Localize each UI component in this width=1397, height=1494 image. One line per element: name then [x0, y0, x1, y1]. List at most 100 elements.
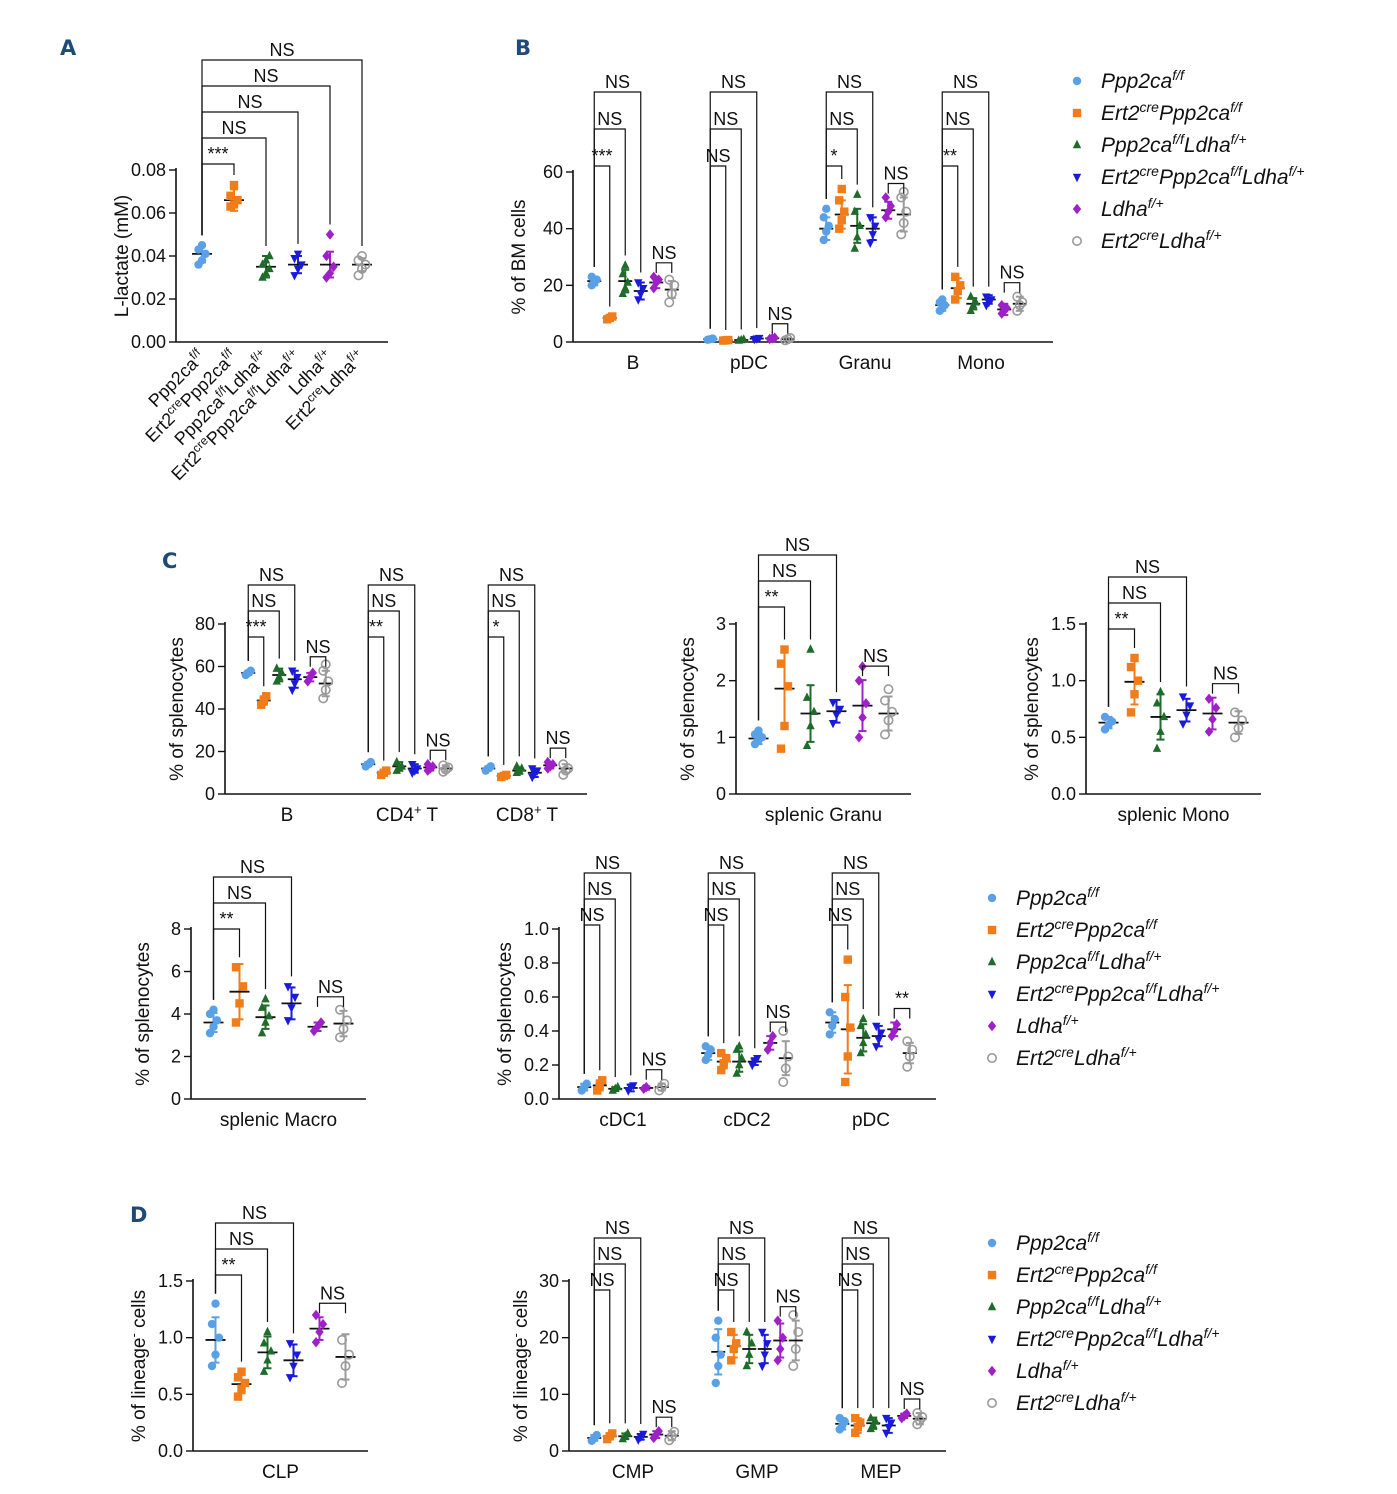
data-group — [229, 963, 250, 1027]
significance-bracket — [583, 872, 632, 1076]
data-group — [701, 1042, 716, 1065]
data-point — [649, 271, 658, 283]
legend-entry: Ppp2caf/fLdhaf/+ — [1016, 948, 1162, 974]
data-point — [316, 1017, 326, 1028]
data-point — [835, 1413, 844, 1423]
legend-marker — [987, 1301, 997, 1311]
y-axis-title: % of splenocytes — [678, 637, 699, 781]
significance-label: NS — [240, 857, 265, 877]
data-group — [856, 1013, 871, 1057]
y-axis-title-text: % of lineage — [129, 1338, 150, 1443]
data-point — [987, 296, 996, 305]
data-point — [560, 765, 571, 776]
data-point — [896, 192, 907, 203]
y-tick-label: 10 — [539, 1384, 559, 1404]
legend-pre: Ert2 — [1016, 983, 1055, 1006]
data-point — [1178, 693, 1188, 702]
data-point — [841, 992, 850, 1002]
data-point — [871, 222, 880, 232]
data-point — [197, 241, 207, 250]
data-point — [329, 261, 338, 272]
data-point — [717, 1048, 726, 1058]
data-point — [855, 220, 864, 230]
data-point — [902, 1036, 913, 1047]
data-point — [745, 1349, 754, 1358]
y-tick-label: 1 — [716, 727, 726, 747]
data-group — [618, 260, 633, 298]
significance-label: NS — [953, 72, 978, 92]
data-point — [238, 982, 248, 991]
y-axis-title-text: cells — [129, 1290, 150, 1333]
y-tick-label: 0.04 — [131, 246, 166, 266]
data-point — [311, 1309, 321, 1321]
data-point — [1017, 297, 1028, 308]
data-point — [854, 675, 864, 686]
data-point — [212, 1016, 222, 1025]
legend-pre: Ert2 — [1016, 1328, 1055, 1351]
data-point — [887, 1419, 896, 1428]
y-tick-label: 0.5 — [1051, 727, 1076, 747]
data-point — [861, 698, 871, 709]
data-point — [1156, 726, 1165, 735]
y-tick-label: 30 — [539, 1271, 559, 1291]
significance-label: NS — [1135, 557, 1160, 577]
data-point — [1208, 714, 1217, 725]
data-point — [209, 1005, 218, 1014]
legend-entry: Ppp2caf/fLdhaf/+ — [1101, 131, 1247, 157]
legend-main: Ldha — [1159, 230, 1206, 253]
y-tick-label: 0.2 — [524, 1055, 549, 1075]
category-label-sup: + — [534, 802, 542, 817]
data-point — [275, 671, 284, 681]
data-group — [623, 1082, 638, 1096]
data-point — [708, 334, 717, 343]
data-point — [853, 189, 862, 198]
legend-entry: Ert2crePpp2caf/f — [1016, 1261, 1159, 1287]
data-point — [443, 762, 454, 773]
data-group — [307, 1017, 328, 1037]
data-point — [714, 1361, 723, 1371]
y-tick-label: 0.02 — [131, 289, 166, 309]
data-point — [856, 1020, 865, 1030]
significance-label: NS — [253, 66, 278, 86]
data-point — [951, 295, 960, 304]
legend-pre: Ert2 — [1016, 1264, 1055, 1287]
legend-entry: Ert2crePpp2caf/f — [1016, 916, 1159, 942]
data-point — [265, 263, 274, 273]
significance-label: NS — [651, 243, 676, 263]
significance-label: NS — [227, 883, 252, 903]
data-point — [835, 705, 845, 715]
data-group — [778, 1026, 794, 1088]
legend-marker — [1072, 203, 1082, 215]
legend-main: Ldha — [1099, 951, 1146, 974]
legend-main: Ppp2ca — [1016, 1232, 1087, 1255]
data-group — [654, 1078, 670, 1096]
data-group — [496, 770, 511, 782]
y-axis-title-text: cells — [511, 1290, 532, 1333]
data-point — [512, 761, 521, 770]
data-group — [732, 1041, 747, 1077]
legend-main: Ppp2ca — [1101, 134, 1172, 157]
legend-main: Ppp2ca — [1016, 951, 1087, 974]
significance-bracket — [201, 111, 299, 244]
data-point — [621, 282, 630, 292]
data-point — [613, 1081, 622, 1091]
legend-pre-sup: cre — [1055, 1261, 1075, 1277]
legend-entry: Ert2crePpp2caf/fLdhaf/+ — [1016, 980, 1220, 1006]
data-point — [229, 180, 239, 190]
data-point — [1233, 723, 1244, 734]
y-axis-title: % of lineage- cells — [126, 1290, 151, 1442]
data-group — [592, 1076, 607, 1095]
data-group — [203, 1005, 224, 1038]
panel-letter-b: B — [515, 36, 531, 60]
y-tick-label: 0.0 — [158, 1441, 183, 1461]
category-label-text: T — [422, 805, 439, 826]
data-point — [629, 1082, 638, 1091]
data-group — [881, 1414, 896, 1439]
data-group — [774, 645, 795, 753]
data-point — [846, 1023, 855, 1032]
data-point — [900, 1410, 909, 1422]
data-point — [293, 250, 303, 260]
legend-marker — [987, 893, 997, 903]
significance-label: ** — [369, 617, 383, 637]
data-point — [770, 332, 779, 343]
